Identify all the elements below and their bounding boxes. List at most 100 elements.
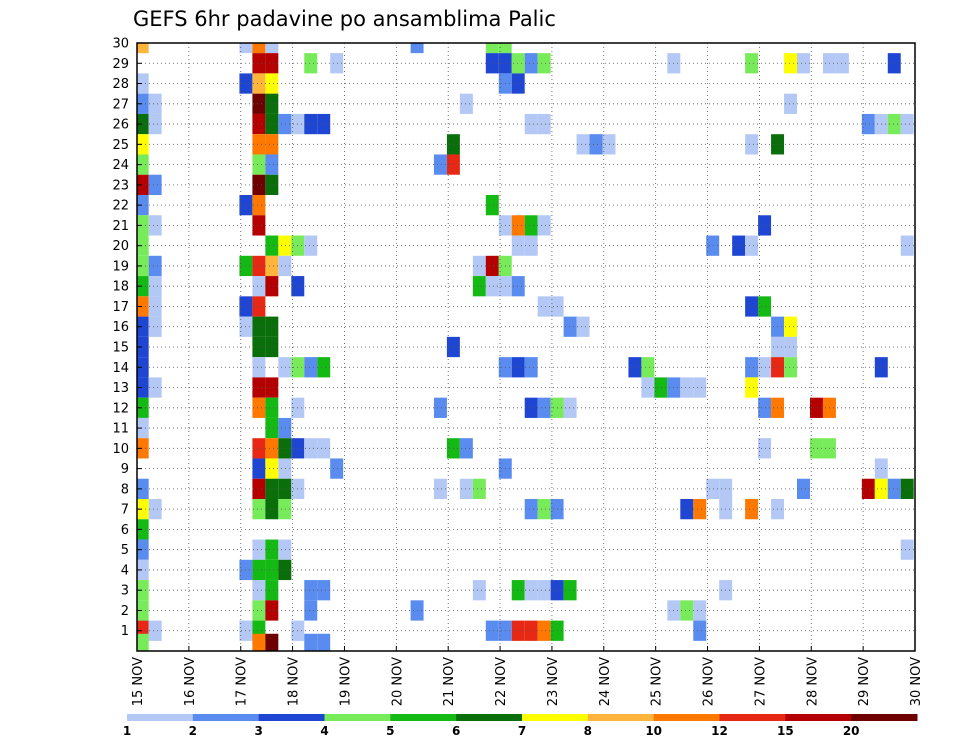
heatmap-cell [252,438,266,459]
heatmap-cell [887,53,901,74]
heatmap-cell [137,255,149,277]
heatmap-cell [706,235,720,256]
heatmap-cell [252,174,266,195]
heatmap-cell [265,154,279,175]
heatmap-cell [252,458,266,479]
heatmap-cell [485,53,499,74]
heatmap-cell [641,377,655,398]
colorbar-label: 15 [777,724,794,738]
heatmap-cell [137,316,149,337]
heatmap-cell [278,559,292,581]
heatmap-cell [693,377,707,398]
heatmap-cell [330,53,344,74]
heatmap-cell [137,174,149,195]
x-tick-label: 27 NOV [753,657,768,706]
heatmap-cell [706,478,720,499]
x-tick-label: 29 NOV [857,657,872,706]
heatmap-cell [265,600,279,621]
heatmap-cell [680,600,694,621]
heatmap-cell [137,357,149,378]
y-tick-label: 13 [112,381,129,396]
colorbar-label: 10 [645,724,662,738]
heatmap-cell [433,478,447,499]
heatmap-cell [537,580,551,601]
heatmap-cell [861,478,875,499]
heatmap-cell [758,438,772,459]
y-tick-label: 3 [121,584,129,599]
heatmap-cell [265,478,279,499]
heatmap-cell [137,417,149,439]
heatmap-cell [278,478,292,499]
heatmap-cell [809,397,823,418]
colorbar-label: 20 [843,724,860,738]
heatmap-cell [433,397,447,418]
heatmap-cell [252,559,266,581]
heatmap-cell [537,397,551,418]
heatmap-cell [410,43,424,54]
heatmap-cell [433,154,447,175]
heatmap-cell [252,195,266,216]
heatmap-cell [148,255,162,277]
heatmap-cell [252,316,266,337]
heatmap-cell [563,397,577,418]
heatmap-cell [278,539,292,560]
grid-lines [137,43,915,651]
x-tick-label: 21 NOV [442,657,457,706]
heatmap-cell [524,397,538,418]
heatmap-cell [900,478,914,499]
heatmap-cell [265,276,279,297]
colorbar-label: 6 [452,724,460,738]
heatmap-cell [137,397,149,418]
y-tick-label: 7 [121,503,129,518]
y-tick-label: 17 [112,300,129,315]
heatmap-cell [265,580,279,601]
heatmap-cell [511,53,525,74]
heatmap-cell [809,438,823,459]
x-tick-label: 19 NOV [338,657,353,706]
y-tick-label: 29 [112,57,129,72]
heatmap-cell [745,377,759,398]
heatmap-cell [317,113,331,135]
heatmap-cell [265,93,279,114]
heatmap-cell [252,53,266,74]
heatmap-cell [252,73,266,94]
heatmap-cell [317,580,331,601]
y-tick-label: 18 [112,280,129,295]
heatmap-cell [511,276,525,297]
heatmap-cell [252,397,266,418]
heatmap-cell [252,154,266,175]
heatmap-cell [304,235,318,256]
heatmap-cell [861,113,875,135]
y-tick-label: 25 [112,138,129,153]
heatmap-cell [265,458,279,479]
y-tick-label: 9 [121,462,129,477]
y-tick-label: 19 [112,259,129,274]
y-tick-label: 14 [112,361,129,376]
heatmap-cell [511,580,525,601]
heatmap-cell [265,499,279,520]
heatmap-cell [758,296,772,317]
heatmap-cell [693,620,707,641]
x-axis: 15 NOV 16 NOV 17 NOV 18 NOV 19 NOV 20 NOV 21 N… [131,646,924,706]
heatmap-cell [524,580,538,601]
heatmap-cell [745,235,759,256]
heatmap-cell [576,134,590,155]
heatmap-cell [304,580,318,601]
heatmap-cell [330,458,344,479]
y-tick-label: 10 [112,442,129,457]
heatmap-cell [317,357,331,378]
heatmap-cell [498,43,512,54]
colorbar-segment [587,714,655,721]
heatmap-cell [252,377,266,398]
colorbar-label: 8 [584,724,592,738]
colorbar-segment [390,714,457,721]
heatmap-cell [137,600,149,621]
heatmap-cell [252,336,266,358]
heatmap-cell [252,539,266,560]
heatmap-cell [576,316,590,337]
y-tick-label: 6 [121,523,129,538]
heatmap-cell [137,377,149,398]
heatmap-cell [137,580,149,601]
heatmap-cell [835,53,849,74]
heatmap-cell [137,620,149,641]
